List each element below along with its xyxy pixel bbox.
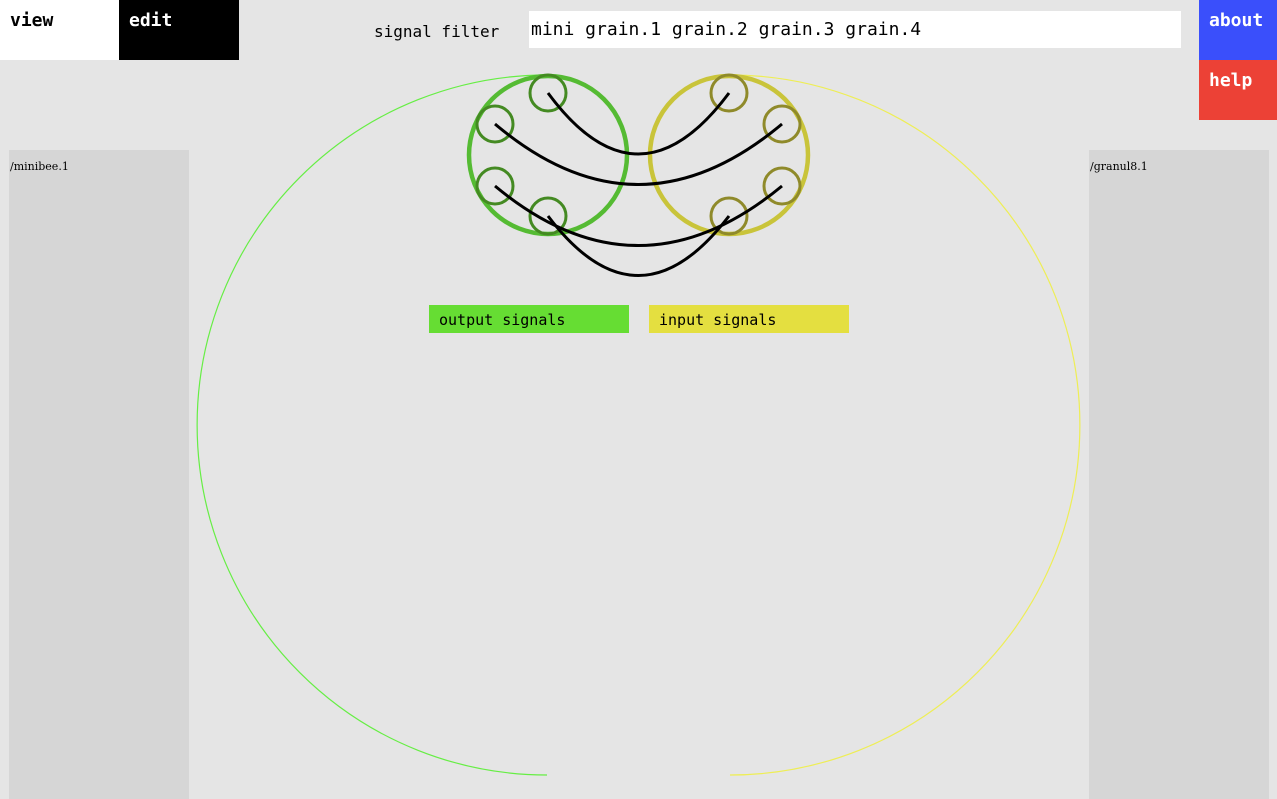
source-device-name: /minibee.1: [10, 160, 69, 173]
source-device-panel[interactable]: /minibee.1: [9, 150, 189, 799]
signal-filter-input[interactable]: [529, 11, 1181, 48]
input-signal-node[interactable]: [709, 196, 749, 236]
input-device-node[interactable]: [647, 73, 811, 237]
signal-connection[interactable]: [494, 184, 783, 247]
help-button[interactable]: help: [1199, 60, 1277, 120]
input-arc: [729, 74, 1081, 776]
view-mode-tab[interactable]: view: [0, 0, 119, 60]
output-signal-node[interactable]: [475, 166, 515, 206]
output-device-node[interactable]: [466, 73, 630, 237]
input-signal-node[interactable]: [762, 104, 802, 144]
output-signals-legend: output signals: [429, 305, 629, 333]
output-signal-node[interactable]: [528, 196, 568, 236]
signal-connection[interactable]: [494, 122, 783, 186]
about-button[interactable]: about: [1199, 0, 1277, 60]
signal-connection[interactable]: [546, 92, 731, 156]
destination-device-panel[interactable]: /granul8.1: [1089, 150, 1269, 799]
signal-filter-label: signal filter: [374, 22, 500, 41]
input-signal-node[interactable]: [762, 166, 802, 206]
edit-mode-tab[interactable]: edit: [119, 0, 239, 60]
signal-connection[interactable]: [546, 215, 731, 277]
output-arc: [196, 74, 548, 776]
destination-device-name: /granul8.1: [1090, 160, 1148, 173]
input-signal-node[interactable]: [709, 73, 749, 113]
output-signal-node[interactable]: [528, 73, 568, 113]
output-signal-node[interactable]: [475, 104, 515, 144]
input-signals-legend: input signals: [649, 305, 849, 333]
